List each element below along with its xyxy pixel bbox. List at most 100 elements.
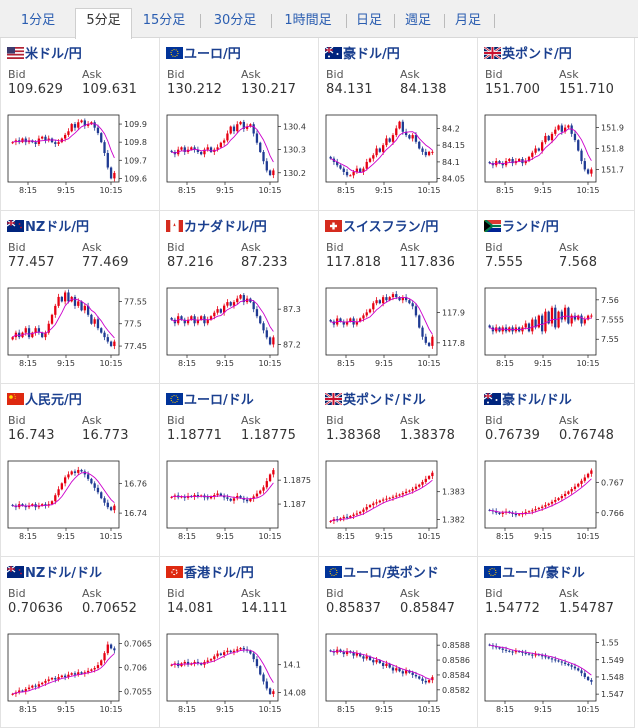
candlestick-chart[interactable]: 14.1 14.08 8:15 9:15 10:15 [160, 627, 319, 715]
tab-15min[interactable]: 15分足 [142, 13, 186, 28]
candle-body [268, 337, 272, 345]
pair-name[interactable]: ユーロ/円 [184, 47, 241, 62]
candle-body [524, 512, 527, 514]
pair-name-link[interactable]: ランド/円 [484, 216, 559, 235]
pair-name-link[interactable]: スイスフラン/円 [325, 216, 439, 235]
candlestick-chart[interactable]: 1.55 1.549 1.548 1.547 8:15 9:15 10:15 [478, 627, 637, 715]
x-tick-label: 10:15 [417, 186, 440, 195]
pair-name-link[interactable]: 米ドル/円 [7, 43, 82, 62]
pair-name[interactable]: ユーロ/ドル [184, 393, 254, 408]
candlestick-chart[interactable]: 7.56 7.555 7.55 8:15 9:15 10:15 [478, 281, 637, 369]
candle-body [106, 644, 109, 654]
candlestick-chart[interactable]: 1.383 1.382 8:15 9:15 10:15 [319, 454, 478, 542]
currency-pair-card: ユーロ/ドル Bid Ask 1.18771 1.18775 1.1875 1.187 8:1… [160, 384, 319, 557]
pair-name-link[interactable]: カナダドル/円 [166, 216, 267, 235]
pair-name-link[interactable]: 豪ドル/ドル [484, 389, 572, 408]
candlestick-chart[interactable]: 109.9 109.8 109.7 109.6 8:15 9:15 10:15 [1, 108, 160, 196]
candlestick-chart[interactable]: 87.3 87.2 8:15 9:15 10:15 [160, 281, 319, 369]
pair-name[interactable]: NZドル/円 [25, 220, 90, 235]
candlestick-chart[interactable]: 84.2 84.15 84.1 84.05 8:15 9:15 10:15 [319, 108, 478, 196]
pair-name-link[interactable]: NZドル/円 [7, 216, 90, 235]
candlestick-chart[interactable]: 0.8588 0.8586 0.8584 0.8582 8:15 9:15 10:15 [319, 627, 478, 715]
candle-body [236, 298, 239, 303]
tab-5min[interactable]: 5分足 [75, 8, 132, 39]
pair-name[interactable]: 米ドル/円 [25, 47, 82, 62]
pair-name[interactable]: ユーロ/豪ドル [502, 566, 585, 581]
moving-average-line [12, 298, 115, 339]
pair-name[interactable]: ユーロ/英ポンド [343, 566, 439, 581]
candlestick-chart[interactable]: 77.55 77.5 77.45 8:15 9:15 10:15 [1, 281, 160, 369]
candlestick-chart[interactable]: 1.1875 1.187 8:15 9:15 10:15 [160, 454, 319, 542]
pair-name-link[interactable]: 人民元/円 [7, 389, 82, 408]
pair-name[interactable]: 英ポンド/円 [502, 47, 572, 62]
candlestick-chart[interactable]: 16.76 16.74 8:15 9:15 10:15 [1, 454, 160, 542]
candle-body [570, 125, 573, 134]
tab-30min[interactable]: 30分足 [213, 13, 257, 28]
candle-body [349, 318, 352, 322]
candlestick-chart[interactable]: 130.4 130.3 130.2 8:15 9:15 10:15 [160, 108, 319, 196]
candle-body [577, 140, 580, 151]
pair-name-link[interactable]: 豪ドル/円 [325, 43, 400, 62]
gb-flag-icon [325, 393, 342, 405]
pair-name-link[interactable]: 英ポンド/ドル [325, 389, 426, 408]
candle-body [418, 315, 421, 328]
pair-name[interactable]: 豪ドル/ドル [502, 393, 572, 408]
pair-name-link[interactable]: ユーロ/豪ドル [484, 562, 585, 581]
candle-body [427, 151, 431, 156]
candle-body [359, 168, 362, 172]
candle-body [547, 503, 550, 506]
candle-body [511, 651, 514, 653]
pair-name-link[interactable]: ユーロ/円 [166, 43, 241, 62]
pair-name[interactable]: ランド/円 [502, 220, 559, 235]
x-tick-label: 9:15 [375, 705, 393, 714]
candle-body [93, 483, 96, 488]
x-tick-label: 8:15 [337, 359, 355, 368]
moving-average-line [12, 653, 115, 695]
y-tick-label: 151.9 [601, 124, 624, 133]
tab-weekly[interactable]: 週足 [404, 13, 431, 28]
candle-body [229, 302, 232, 306]
candle-body [554, 129, 557, 134]
candlestick-chart[interactable]: 151.9 151.8 151.7 8:15 9:15 10:15 [478, 108, 637, 196]
candle-body [544, 656, 547, 658]
currency-pair-card: 英ポンド/円 Bid Ask 151.700 151.710 151.9 151.8 151.… [478, 38, 635, 211]
candle-body [209, 659, 213, 661]
pair-name[interactable]: 豪ドル/円 [343, 47, 400, 62]
pair-name[interactable]: 英ポンド/ドル [343, 393, 426, 408]
pair-name-link[interactable]: ユーロ/英ポンド [325, 562, 439, 581]
pair-name[interactable]: 人民元/円 [25, 393, 82, 408]
pair-name-link[interactable]: ユーロ/ドル [166, 389, 254, 408]
ask-label: Ask [559, 587, 579, 600]
candle-body [236, 649, 239, 651]
pair-name[interactable]: スイスフラン/円 [343, 220, 439, 235]
candlestick-chart[interactable]: 0.7065 0.706 0.7055 8:15 9:15 10:15 [1, 627, 160, 715]
candlestick-chart[interactable]: 117.9 117.8 8:15 9:15 10:15 [319, 281, 478, 369]
tab-monthly[interactable]: 月足 [454, 13, 481, 28]
candle-body [259, 490, 262, 494]
candle-body [60, 296, 64, 302]
y-tick-label: 16.76 [124, 479, 147, 488]
currency-pair-card: ユーロ/豪ドル Bid Ask 1.54772 1.54787 1.55 1.549 1.54… [478, 557, 635, 728]
tab-daily[interactable]: 日足 [355, 13, 382, 28]
pair-name-link[interactable]: NZドル/ドル [7, 562, 103, 581]
candle-body [531, 654, 534, 656]
candle-body [206, 660, 209, 662]
candle-body [540, 315, 544, 332]
candle-body [342, 168, 345, 172]
candlestick-chart[interactable]: 0.767 0.766 8:15 9:15 10:15 [478, 454, 637, 542]
moving-average-line [489, 478, 592, 515]
candle-body [272, 470, 275, 475]
candle-body [339, 165, 342, 169]
candle-body [54, 142, 57, 144]
candle-body [365, 507, 368, 510]
candle-body [83, 672, 86, 674]
pair-name-link[interactable]: 英ポンド/円 [484, 43, 572, 62]
ask-value: 151.710 [559, 82, 615, 97]
tab-1min[interactable]: 1分足 [20, 13, 56, 28]
pair-name-link[interactable]: 香港ドル/円 [166, 562, 254, 581]
candle-body [229, 498, 232, 501]
pair-name[interactable]: カナダドル/円 [184, 220, 267, 235]
pair-name[interactable]: NZドル/ドル [25, 566, 103, 581]
tab-1hour[interactable]: 1時間足 [284, 13, 332, 28]
pair-name[interactable]: 香港ドル/円 [184, 566, 254, 581]
